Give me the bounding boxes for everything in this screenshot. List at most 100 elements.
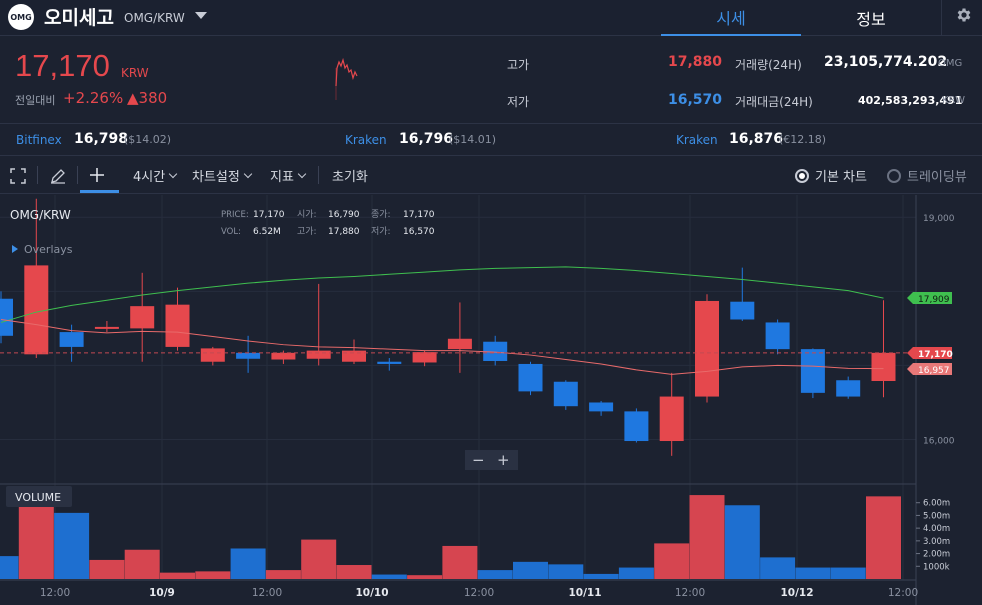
svg-text:16,957: 16,957 [918, 366, 950, 376]
volume-bar [371, 574, 407, 579]
volume-bar [795, 567, 831, 579]
candle-body [165, 304, 190, 347]
volume-bar [442, 545, 478, 579]
chevron-down-icon [297, 169, 307, 178]
interval-select[interactable]: 4시간 [133, 166, 178, 185]
candle-body [553, 381, 578, 407]
candle-body [271, 352, 296, 360]
change-percent: +2.26% [63, 89, 124, 107]
volume-bar [689, 495, 725, 579]
indicators-label: 지표 [270, 170, 294, 185]
high-label: 고가 [507, 58, 530, 72]
volume-label: 거래량(24H) [735, 58, 802, 72]
price-unit: KRW [121, 66, 149, 80]
tab-quote[interactable]: 시세 [661, 0, 801, 36]
reset-button[interactable]: 초기화 [332, 170, 368, 185]
tab-info[interactable]: 정보 [856, 10, 886, 29]
price-axis-tick: 19,000 [923, 214, 955, 224]
basic-chart-label: 기본 차트 [815, 170, 867, 185]
change-label: 전일대비 [15, 94, 56, 107]
candle-body [94, 326, 119, 329]
legend-low-label: 저가: [371, 226, 391, 237]
pencil-icon[interactable] [49, 167, 67, 185]
toolbar-divider [37, 166, 38, 184]
toolbar-divider [318, 166, 319, 184]
legend-vol-label: VOL: [221, 227, 241, 237]
exchange-name: Kraken [676, 133, 718, 147]
volume-bar [866, 496, 901, 579]
time-axis-tick: 10/10 [355, 587, 388, 599]
candle-body [659, 396, 684, 442]
basic-chart-radio[interactable]: 기본 차트 [795, 166, 867, 185]
volume-unit: OMG [938, 58, 963, 69]
crosshair-active-indicator [80, 190, 119, 193]
moving-averages [0, 266, 916, 375]
fullscreen-icon[interactable] [10, 168, 26, 184]
header-divider [941, 0, 942, 36]
zoom-in-button[interactable]: + [497, 451, 510, 469]
candle-body [447, 338, 472, 350]
exchange-price: 16,798 [74, 131, 129, 147]
coin-dropdown-chevron-icon[interactable] [195, 12, 207, 19]
toolbar-divider [77, 166, 78, 184]
coin-name[interactable]: 오미세고 [44, 7, 114, 29]
legend-price-label: PRICE: [221, 210, 249, 220]
candle-body [236, 352, 261, 359]
volume-axis-tick: 2.00m [923, 550, 950, 560]
price-axis-tick: 16,000 [923, 437, 955, 447]
exchange-sub: (€12.18) [779, 133, 827, 146]
amount-label: 거래대금(24H) [735, 95, 813, 109]
volume-bar [301, 539, 337, 579]
legend-open: 16,790 [328, 210, 360, 220]
legend-high-label: 고가: [297, 226, 317, 237]
time-axis-tick: 12:00 [888, 587, 918, 599]
time-axis-tick: 10/9 [149, 587, 175, 599]
legend-open-label: 시가: [297, 209, 317, 220]
candle-body [765, 322, 790, 350]
chart-canvas[interactable]: 19,000 16,000 6.00m 5.00m 4.00m 3.00m 2.00m 100… [0, 195, 982, 605]
mini-sparkline [335, 57, 358, 100]
chart-settings-label: 차트설정 [192, 170, 240, 185]
overlays-triangle-icon[interactable] [12, 245, 18, 253]
volume-axis-tick: 3.00m [923, 537, 950, 547]
volume-bar [89, 559, 125, 579]
volume-bar [583, 573, 619, 579]
volume-bar [830, 567, 866, 579]
candle-body [624, 411, 649, 442]
coin-pair[interactable]: OMG/KRW [124, 11, 185, 25]
header: OMG 오미세고 OMG/KRW 시세 정보 [0, 0, 982, 36]
candle-body [59, 332, 84, 347]
gear-icon[interactable] [955, 6, 973, 24]
volume-bar [54, 512, 90, 579]
legend-close-label: 종가: [371, 209, 391, 220]
change-amount: ▲380 [127, 89, 168, 107]
legend-symbol: OMG/KRW [10, 208, 71, 222]
volume-bar [513, 561, 548, 579]
candle-body [0, 298, 13, 336]
crosshair-icon[interactable] [89, 167, 105, 183]
candle-body [730, 301, 755, 320]
candle-body [871, 352, 896, 381]
volume-bar [124, 549, 160, 579]
volume-bar [760, 557, 796, 579]
indicators-select[interactable]: 지표 [270, 166, 307, 185]
time-axis-tick: 12:00 [252, 587, 282, 599]
low-value: 16,570 [668, 92, 723, 108]
volume-bar [160, 572, 195, 579]
candle-body [412, 352, 437, 363]
coin-logo: OMG [8, 4, 34, 30]
price-panel: 17,170 KRW 전일대비 +2.26% ▲380 고가 17,880 저가… [0, 36, 982, 124]
ma-long-line [0, 266, 884, 323]
legend-overlays[interactable]: Overlays [24, 243, 73, 256]
volume-bar [265, 570, 301, 579]
current-price: 17,170 [15, 48, 110, 83]
volume-bar [336, 565, 372, 579]
chart-toolbar: 4시간 차트설정 지표 초기화 기본 차트 트레이딩뷰 [0, 156, 982, 194]
volume-value: 23,105,774.202 [824, 54, 948, 70]
svg-text:17,170: 17,170 [918, 350, 953, 360]
candle-body [800, 349, 825, 393]
chart-settings-select[interactable]: 차트설정 [192, 166, 253, 185]
tradingview-radio[interactable]: 트레이딩뷰 [887, 166, 967, 185]
zoom-out-button[interactable]: − [472, 451, 485, 469]
price-chart[interactable]: 19,000 16,000 6.00m 5.00m 4.00m 3.00m 2.00m 100… [0, 195, 982, 605]
